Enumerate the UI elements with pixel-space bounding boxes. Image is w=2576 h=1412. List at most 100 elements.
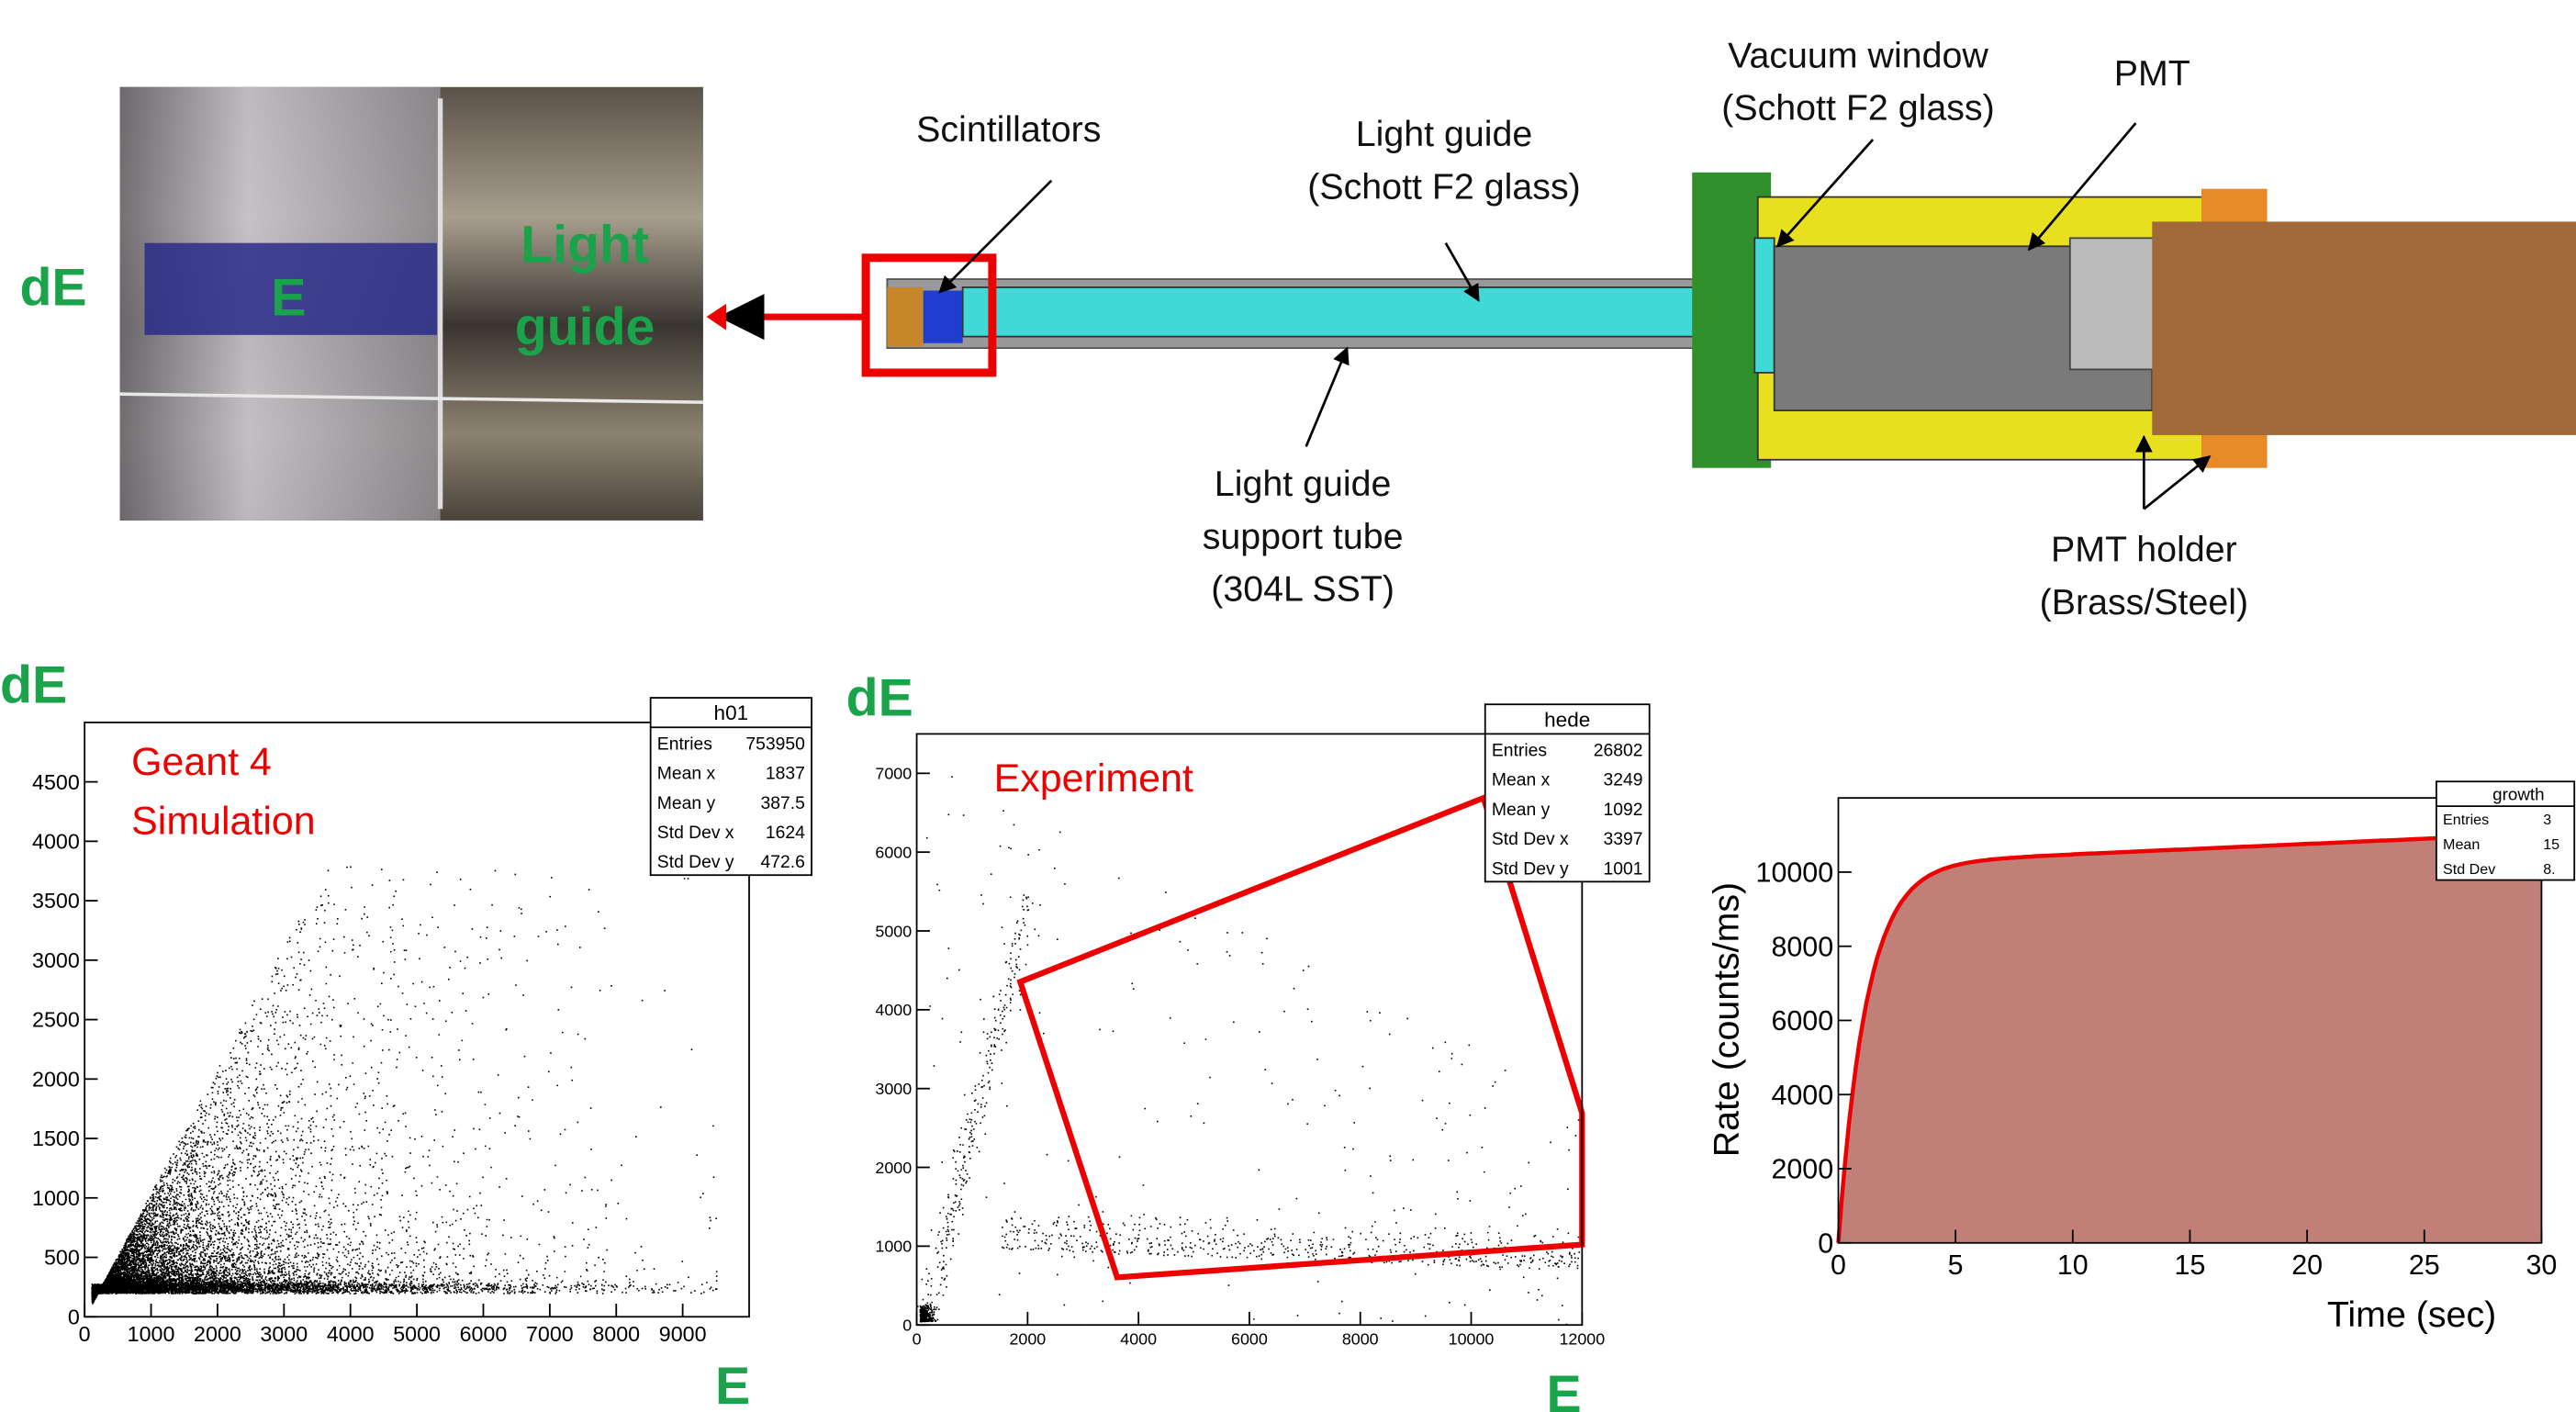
stats-value: 3 [2543,812,2551,828]
y-axis-title: Rate (counts/ms) [1706,882,1746,1157]
x-tick-label: 0 [79,1322,91,1346]
label: Light guide [1215,464,1392,504]
x-tick-label: 0 [913,1330,922,1349]
stats-title: growth [2492,784,2544,803]
plot: 0 1000 2000 3000 4000 5000 6000 7000 8000 9000 0 50… [0,656,812,1412]
y-tick-label: 1000 [875,1238,912,1256]
label: PMT [2114,53,2190,94]
y-tick-label: 6000 [1771,1005,1833,1037]
x-tick-label: 4000 [1120,1330,1157,1349]
rate-area [1838,834,2541,1243]
stats-value: 3397 [1604,830,1643,849]
y-tick-label: 4000 [32,830,80,854]
y-tick-label: 2000 [32,1067,80,1091]
annotation: Experiment [994,756,1193,801]
y-tick-label: 3500 [32,889,80,913]
stats-key: Mean x [657,765,716,784]
label: PMT holder [2051,530,2237,570]
stats-key: Mean [2443,836,2480,853]
x-tick-label: 3000 [260,1322,308,1346]
y-tick-label: 4500 [32,770,80,794]
stats-title: hede [1544,708,1590,731]
stats-key: Std Dev y [657,853,734,872]
page: {"photo":{"de":"dE","e":"E","light_guide… [0,0,2576,1412]
photo-label: guide [515,298,655,357]
y-tick-label: 2500 [32,1008,80,1032]
y-tick-label: 0 [68,1305,80,1328]
x-tick-label: 5 [1948,1250,1964,1281]
stats-value: 8. [2543,861,2555,878]
x-tick-label: 8000 [592,1322,640,1346]
stats-value: 1092 [1604,801,1643,820]
y-tick-label: 1000 [32,1186,80,1210]
annotation: Geant 4 [131,740,272,784]
stats-value: 26802 [1594,742,1643,761]
x-tick-label: 25 [2409,1250,2440,1281]
stats-value: 1837 [766,765,805,784]
label: (Schott F2 glass) [1721,88,1994,129]
x-axis-title: Time (sec) [2327,1294,2496,1335]
annotation: Simulation [131,800,315,844]
y-axis-title: dE [846,669,913,728]
stats-value: 1001 [1604,859,1643,879]
stats-key: Std Dev x [1492,830,1569,849]
stats-value: 1624 [766,824,805,843]
plot-frame [917,734,1583,1325]
stats-title: h01 [714,701,749,724]
y-tick-label: 6000 [875,843,912,861]
y-tick-label: 1500 [32,1126,80,1150]
y-tick-label: 3000 [32,948,80,972]
stats-key: Entries [657,734,712,754]
stats-value: 3249 [1604,771,1643,790]
y-axis-title: dE [0,656,67,714]
point-cloud [91,867,717,1305]
x-tick-label: 9000 [659,1322,707,1346]
x-tick-label: 8000 [1342,1330,1379,1349]
x-tick-label: 2000 [1009,1330,1046,1349]
stats-key: Std Dev [2443,861,2495,878]
body: dE E Light guide Scintillators Light gui… [0,0,2576,1412]
y-tick-label: 5000 [875,922,912,940]
photo-label: Light [521,216,649,275]
photo-label: E [271,268,306,327]
stats-value: 387.5 [761,794,805,813]
stats-key: Std Dev y [1492,859,1569,879]
y-tick-label: 0 [1818,1227,1833,1259]
label: (Brass/Steel) [2040,582,2248,622]
stats-value: 15 [2543,836,2559,853]
stats-key: Std Dev x [657,824,734,843]
x-tick-label: 10000 [1449,1330,1495,1349]
y-tick-label: 8000 [1771,931,1833,962]
label: (Schott F2 glass) [1307,166,1580,207]
x-tick-label: 1000 [128,1322,175,1346]
stats-key: Mean y [1492,801,1551,820]
label: support tube [1203,516,1404,556]
x-tick-label: 10 [2057,1250,2089,1281]
stats-key: Entries [1492,742,1547,761]
stats-key: Mean x [1492,771,1551,790]
label: Vacuum window [1728,35,1988,75]
x-tick-label: 5000 [393,1322,441,1346]
label: (304L SST) [1211,569,1394,610]
label: Scintillators [916,109,1101,150]
x-tick-label: 6000 [460,1322,508,1346]
y-tick-label: 7000 [875,765,912,783]
y-tick-label: 2000 [1771,1154,1833,1185]
y-tick-label: 0 [902,1316,912,1334]
x-tick-label: 6000 [1231,1330,1268,1349]
stats-key: Entries [2443,812,2489,828]
x-tick-label: 4000 [327,1322,375,1346]
y-tick-label: 4000 [1771,1080,1833,1111]
x-tick-label: 15 [2175,1250,2206,1281]
y-tick-label: 500 [44,1246,80,1270]
x-tick-label: 20 [2291,1250,2323,1281]
x-tick-label: 2000 [194,1322,241,1346]
point-cloud [917,776,1584,1326]
x-tick-label: 30 [2526,1250,2557,1281]
x-tick-label: 7000 [526,1322,574,1346]
detector-diagram [707,123,2576,509]
x-tick-label: 12000 [1559,1330,1605,1349]
y-tick-label: 3000 [875,1080,912,1098]
y-tick-label: 10000 [1756,857,1834,889]
